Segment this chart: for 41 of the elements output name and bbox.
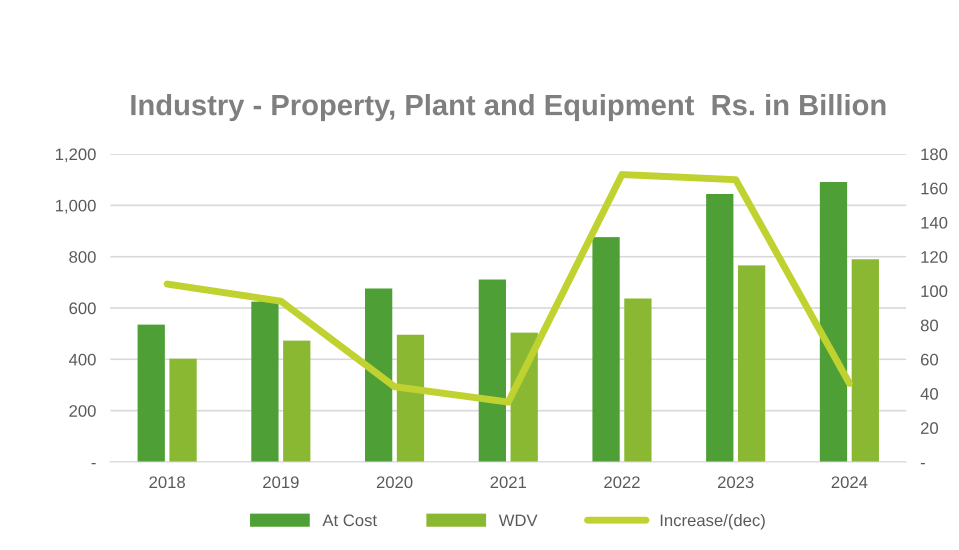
bar [478,280,506,462]
bar [592,237,620,462]
y-tick-label: 800 [69,251,96,263]
bar [706,194,734,462]
x-tick-label: 2023 [718,476,754,488]
x-tick-label: 2018 [149,476,185,488]
y-tick-label: 400 [68,354,96,366]
y2-tick-label: 180 [921,148,948,160]
x-tick-label: 2019 [263,476,299,488]
y2-tick-label: 120 [921,251,948,263]
legend-label: At Cost [322,514,377,526]
x-tick-label: 2020 [376,476,412,488]
x-tick-label: 2024 [832,476,868,488]
y2-tick-label: - [920,462,925,464]
bar [169,358,197,462]
y-tick-label: 600 [69,302,96,314]
bar [852,259,879,462]
y-tick-label: - [92,462,96,464]
bar [820,182,848,462]
bar [251,302,279,462]
y2-tick-label: 140 [921,216,948,229]
x-tick-label: 2022 [604,476,640,488]
bar [364,288,392,462]
bar [283,340,310,462]
legend-label: WDV [498,514,538,526]
y-tick-label: 1,000 [56,200,96,214]
y-tick-label: 1,200 [56,148,96,162]
y2-tick-label: 60 [920,354,938,366]
bar [138,324,165,462]
y2-tick-label: 160 [921,182,948,194]
legend-label: Increase/(dec) [660,514,765,530]
x-tick-label: 2021 [490,476,526,488]
chart-title: Industry - Property, Plant and Equipment Rs. in Billion [131,94,886,122]
bar [624,298,652,462]
bar [738,265,766,462]
y2-tick-label: 100 [921,285,948,298]
bar [396,334,424,462]
y2-tick-label: 40 [920,388,938,400]
y2-tick-label: 80 [920,320,938,332]
y2-tick-label: 20 [920,422,938,434]
y-tick-label: 200 [69,405,96,417]
